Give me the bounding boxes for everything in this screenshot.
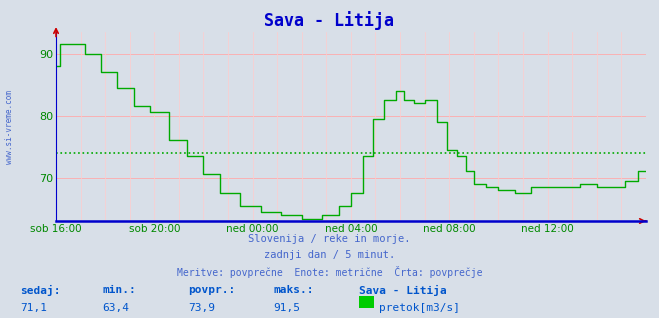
Text: povpr.:: povpr.: <box>188 285 235 294</box>
Text: 71,1: 71,1 <box>20 303 47 313</box>
Text: www.si-vreme.com: www.si-vreme.com <box>5 90 14 164</box>
Text: sedaj:: sedaj: <box>20 285 60 296</box>
Text: Sava - Litija: Sava - Litija <box>264 11 395 30</box>
Text: pretok[m3/s]: pretok[m3/s] <box>379 303 460 313</box>
Text: maks.:: maks.: <box>273 285 314 294</box>
Text: 73,9: 73,9 <box>188 303 215 313</box>
Text: Sava - Litija: Sava - Litija <box>359 285 447 296</box>
Text: Meritve: povprečne  Enote: metrične  Črta: povprečje: Meritve: povprečne Enote: metrične Črta:… <box>177 266 482 278</box>
Text: Slovenija / reke in morje.: Slovenija / reke in morje. <box>248 234 411 244</box>
Text: 63,4: 63,4 <box>102 303 129 313</box>
Text: min.:: min.: <box>102 285 136 294</box>
Text: zadnji dan / 5 minut.: zadnji dan / 5 minut. <box>264 250 395 259</box>
Text: 91,5: 91,5 <box>273 303 301 313</box>
